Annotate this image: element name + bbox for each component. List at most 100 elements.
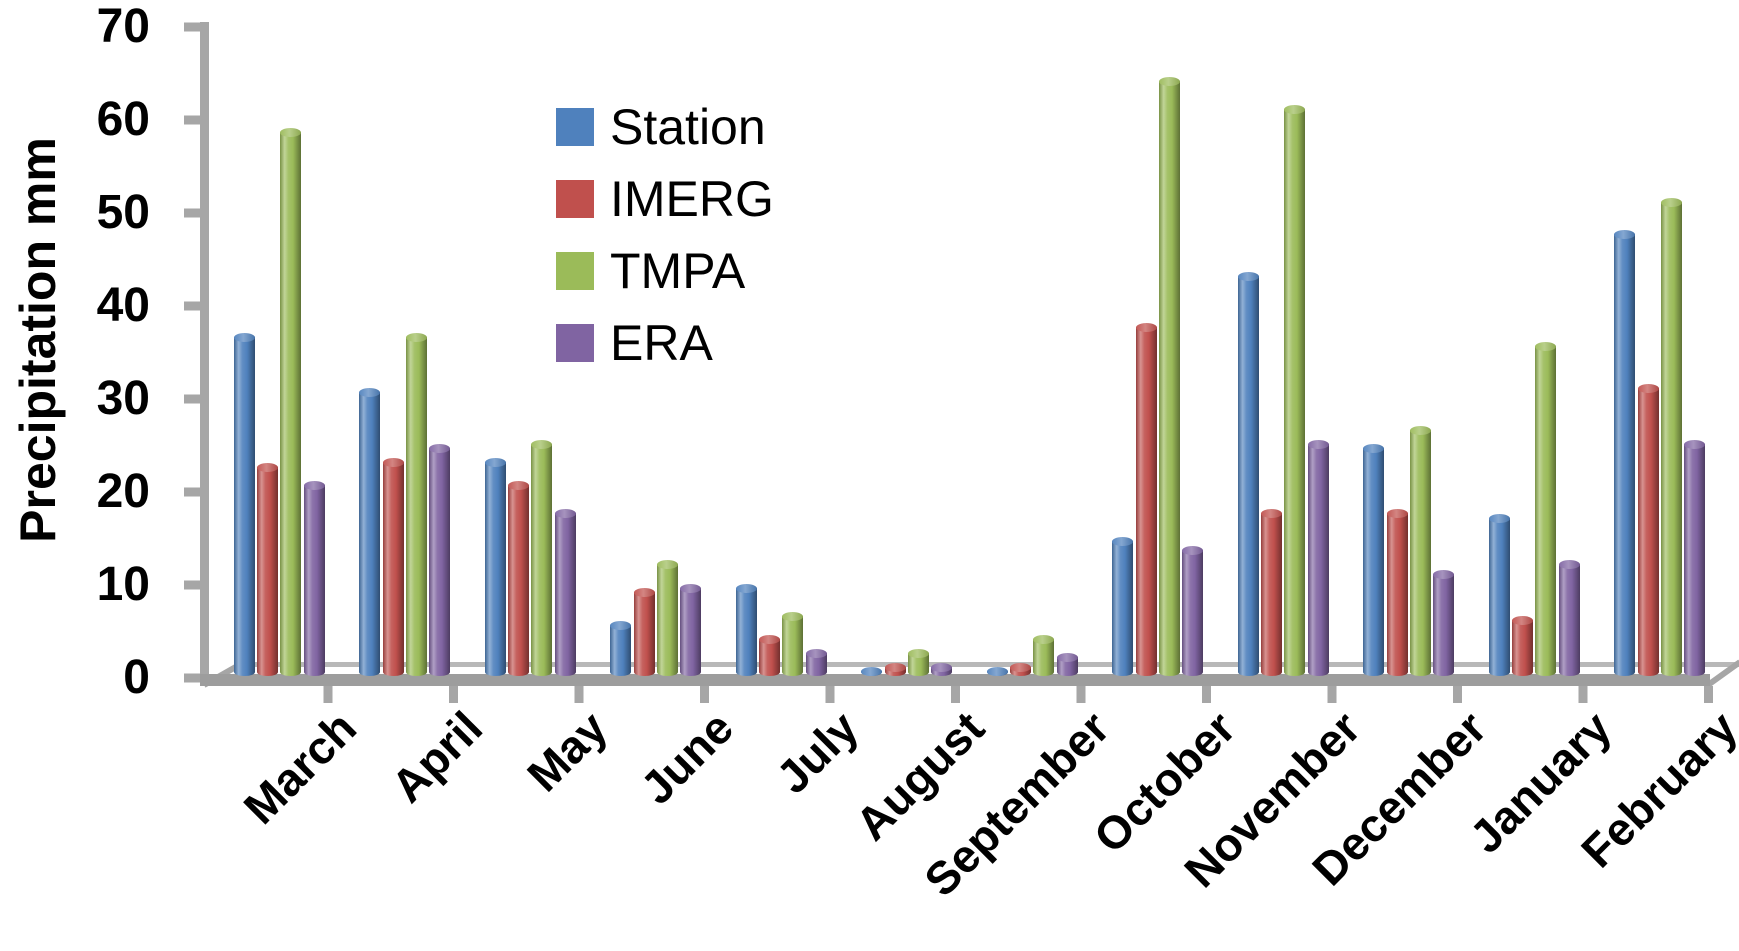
bar-top-cap — [1409, 425, 1431, 435]
bar-imerg-march — [257, 462, 279, 676]
bar-top-cap — [1158, 76, 1180, 86]
bar-imerg-october — [1135, 323, 1157, 676]
bar-top-cap — [884, 662, 906, 672]
bar-station-december — [1363, 444, 1385, 676]
bar-era-july — [805, 648, 827, 676]
legend-swatch — [556, 324, 594, 362]
bar-tmpa-december — [1409, 425, 1431, 676]
bar-imerg-november — [1261, 509, 1283, 676]
y-axis-tick — [184, 673, 209, 683]
bar-tmpa-january — [1535, 341, 1557, 676]
bar-top-cap — [531, 439, 553, 449]
x-axis-tick — [1704, 686, 1713, 703]
x-axis-tick — [1453, 686, 1462, 703]
bar-top-cap — [1535, 341, 1557, 351]
legend-swatch — [556, 180, 594, 218]
bar-top-cap — [1386, 509, 1408, 519]
bar-top-cap — [1284, 104, 1306, 114]
bar-era-november — [1307, 439, 1329, 676]
bar-era-october — [1182, 546, 1204, 676]
bar-top-cap — [1558, 560, 1580, 570]
bar-top-cap — [1010, 662, 1032, 672]
y-tick-label: 50 — [96, 186, 150, 239]
bar-top-cap — [782, 611, 804, 621]
bar-top-cap — [735, 583, 757, 593]
bar-station-january — [1488, 513, 1510, 676]
bar-top-cap — [359, 388, 381, 398]
bar-station-june — [610, 620, 632, 676]
bar-station-february — [1614, 230, 1636, 676]
y-axis-tick — [184, 22, 209, 32]
x-axis-tick — [574, 686, 584, 703]
bar-top-cap — [861, 667, 883, 677]
bar-era-may — [554, 509, 576, 676]
bar-top-cap — [405, 332, 427, 342]
bar-top-cap — [680, 583, 702, 593]
x-axis-tick — [1578, 686, 1588, 703]
bar-era-december — [1433, 569, 1455, 676]
legend-label: Station — [610, 99, 766, 155]
x-axis-tick — [1327, 686, 1337, 703]
bar-era-august — [931, 662, 953, 676]
bar-top-cap — [1112, 537, 1134, 547]
bar-top-cap — [1637, 383, 1659, 393]
bar-station-september — [986, 667, 1008, 677]
bar-era-september — [1056, 653, 1078, 676]
bar-top-cap — [633, 588, 655, 598]
x-axis-line — [200, 674, 1710, 686]
bar-top-cap — [1660, 197, 1682, 207]
bar-top-cap — [1614, 230, 1636, 240]
bar-top-cap — [656, 560, 678, 570]
bar-era-april — [429, 444, 451, 676]
bar-station-august — [861, 667, 883, 677]
bar-imerg-december — [1386, 509, 1408, 676]
bar-era-june — [680, 583, 702, 676]
bar-tmpa-august — [907, 648, 929, 676]
y-axis-tick — [184, 394, 209, 404]
bar-top-cap — [1056, 653, 1078, 663]
legend-swatch — [556, 108, 594, 146]
floor-right-edge — [1706, 659, 1739, 688]
bar-station-july — [735, 583, 757, 676]
bar-imerg-august — [884, 662, 906, 676]
bar-top-cap — [986, 667, 1008, 677]
x-axis-tick — [1076, 686, 1086, 703]
bar-station-march — [233, 332, 255, 676]
bar-top-cap — [1512, 616, 1534, 626]
y-axis-tick — [184, 208, 209, 218]
bar-top-cap — [233, 332, 255, 342]
bar-top-cap — [303, 481, 325, 491]
legend-item-imerg: IMERG — [556, 171, 774, 227]
bar-imerg-february — [1637, 383, 1659, 676]
bar-station-october — [1112, 537, 1134, 676]
x-axis-tick — [323, 686, 333, 703]
x-axis-tick — [449, 686, 458, 703]
bar-imerg-january — [1512, 616, 1534, 676]
bar-top-cap — [508, 481, 530, 491]
legend-swatch — [556, 252, 594, 290]
bar-top-cap — [931, 662, 953, 672]
y-tick-label: 30 — [96, 372, 150, 425]
y-tick-label: 20 — [96, 465, 150, 518]
bar-tmpa-april — [405, 332, 427, 676]
bar-tmpa-march — [280, 127, 302, 676]
bar-top-cap — [907, 648, 929, 658]
bar-top-cap — [1433, 569, 1455, 579]
bar-tmpa-november — [1284, 104, 1306, 676]
bar-top-cap — [1033, 634, 1055, 644]
y-axis-line — [200, 22, 209, 686]
y-axis-tick — [184, 115, 209, 125]
bar-station-november — [1237, 272, 1259, 676]
bar-top-cap — [1684, 439, 1706, 449]
bar-era-january — [1558, 560, 1580, 676]
legend-label: IMERG — [610, 171, 774, 227]
bar-station-april — [359, 388, 381, 676]
bar-top-cap — [1237, 272, 1259, 282]
bar-top-cap — [257, 462, 279, 472]
y-axis-tick — [184, 580, 209, 590]
bar-top-cap — [554, 509, 576, 519]
bar-tmpa-september — [1033, 634, 1055, 676]
bar-top-cap — [759, 634, 781, 644]
legend-item-era: ERA — [556, 318, 774, 368]
